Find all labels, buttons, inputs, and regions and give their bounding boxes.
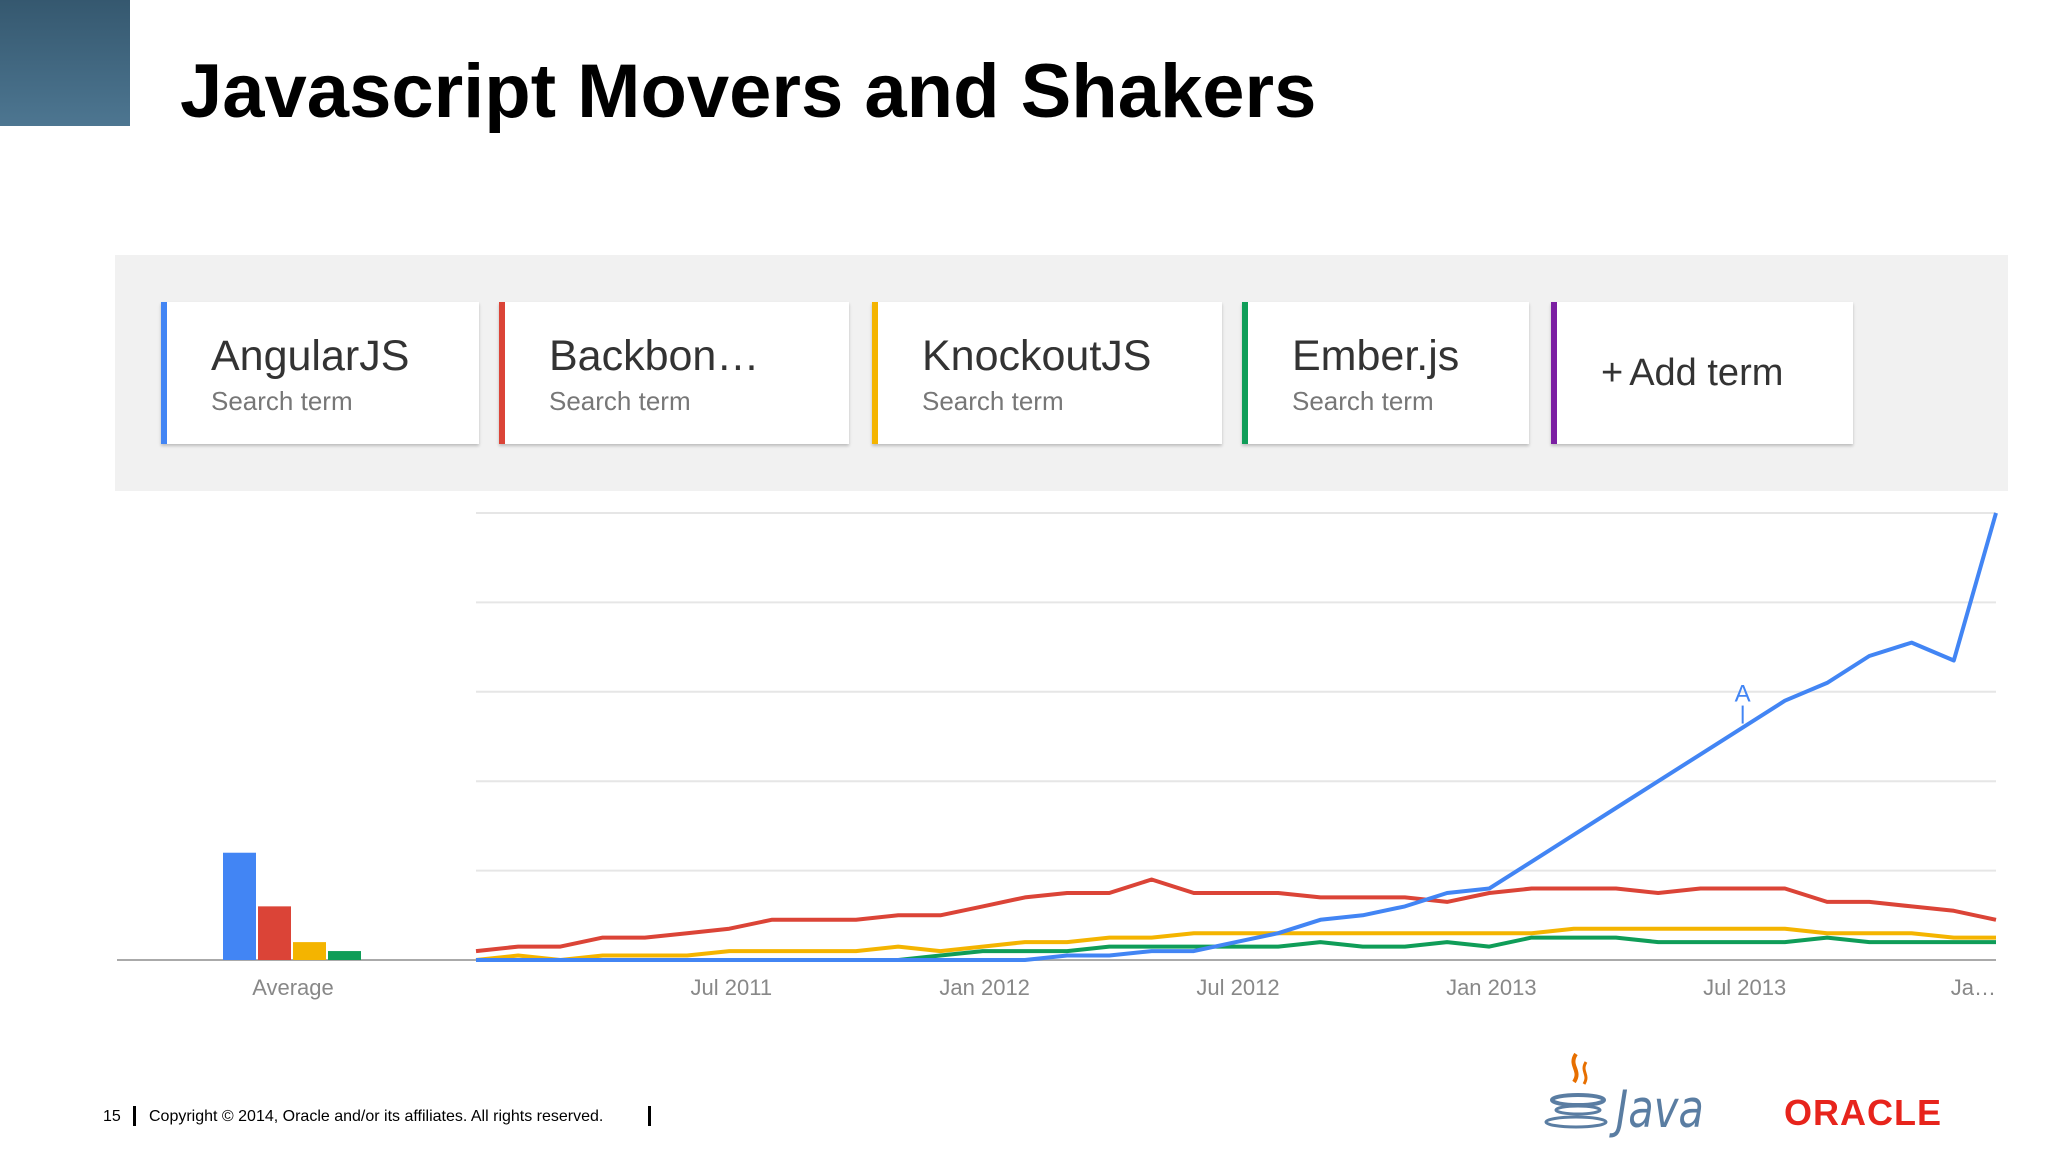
x-tick-label: Jul 2012 <box>1196 975 1279 1000</box>
x-tick-label: Jul 2011 <box>691 975 773 1000</box>
term-card-angularjs[interactable]: AngularJS Search term <box>161 302 479 444</box>
x-tick-label: Ja… <box>1951 975 1996 1000</box>
term-card-backbone[interactable]: Backbon… Search term <box>499 302 849 444</box>
oracle-logo-text: ORACLE <box>1784 1092 1942 1133</box>
term-name: KnockoutJS <box>922 332 1152 380</box>
annotation-label: A <box>1735 681 1751 708</box>
plus-icon: + <box>1601 352 1624 394</box>
add-term-text: Add term <box>1629 352 1784 394</box>
term-name: Backbon… <box>549 332 760 380</box>
add-term-button[interactable]: + Add term <box>1551 302 1853 444</box>
term-card-emberjs[interactable]: Ember.js Search term <box>1242 302 1529 444</box>
footer-divider <box>133 1106 136 1126</box>
search-terms-panel: AngularJS Search term Backbon… Search te… <box>115 255 2008 491</box>
term-card-knockoutjs[interactable]: KnockoutJS Search term <box>872 302 1222 444</box>
java-logo-text: Java <box>1616 1080 1704 1140</box>
page-number: 15 <box>103 1108 121 1125</box>
average-bar <box>258 906 291 960</box>
series-line <box>475 877 1997 954</box>
term-subtitle: Search term <box>1292 386 1434 416</box>
average-bar <box>223 852 256 960</box>
term-subtitle: Search term <box>549 386 691 416</box>
add-term-label: + Add term <box>1601 352 1783 395</box>
slide-title: Javascript Movers and Shakers <box>180 49 1317 134</box>
x-tick-label: Jan 2013 <box>1446 975 1537 1000</box>
term-name: Ember.js <box>1292 332 1460 380</box>
java-cup-icon <box>1544 1052 1608 1129</box>
average-label: Average <box>252 975 334 1000</box>
copyright-text: Copyright © 2014, Oracle and/or its affi… <box>149 1108 604 1125</box>
x-tick-label: Jan 2012 <box>939 975 1030 1000</box>
x-tick-label: Jul 2013 <box>1703 975 1786 1000</box>
series-line <box>475 926 1996 962</box>
average-bar <box>293 942 326 960</box>
series-line <box>476 512 1998 962</box>
term-name: AngularJS <box>211 332 410 380</box>
corner-accent-block <box>0 0 130 126</box>
term-subtitle: Search term <box>211 386 353 416</box>
term-subtitle: Search term <box>922 386 1064 416</box>
footer-divider <box>648 1106 651 1126</box>
average-bar <box>328 951 361 960</box>
